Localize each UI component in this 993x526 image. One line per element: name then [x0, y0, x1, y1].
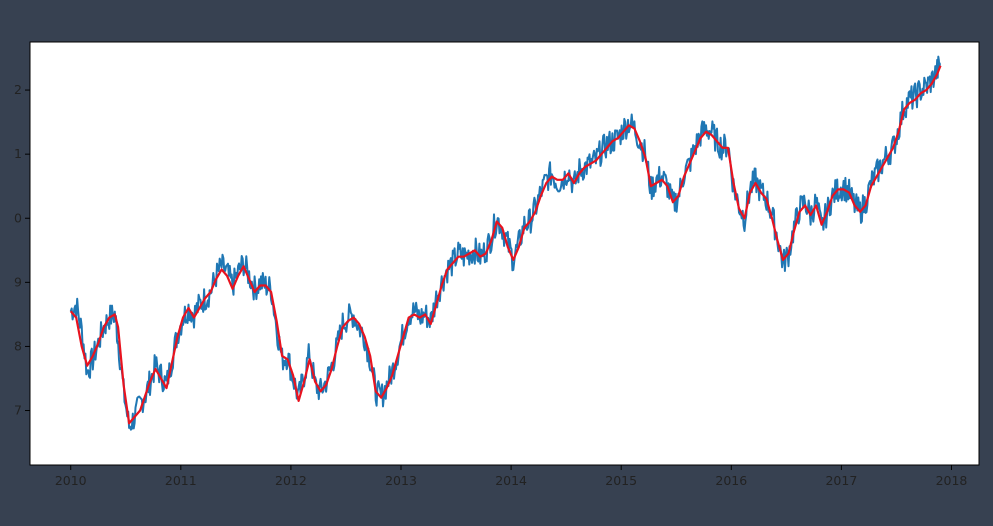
x-tick-label: 2016 — [715, 473, 747, 488]
x-tick-label: 2015 — [605, 473, 637, 488]
y-tick-label: 9 — [14, 274, 22, 289]
x-tick-label: 2017 — [825, 473, 857, 488]
y-tick-label: 1 — [14, 146, 22, 161]
y-tick-label: 0 — [14, 210, 22, 225]
x-tick-label: 2013 — [385, 473, 417, 488]
y-tick-label: 2 — [14, 82, 22, 97]
smoothed-series-line — [69, 65, 942, 425]
x-tick-label: 2011 — [165, 473, 197, 488]
x-tick-label: 2010 — [55, 473, 87, 488]
axes-layer: 2010 2011 2012 2013 2014 2015 2016 2017 2018 7 8 9 0… — [14, 41, 980, 488]
x-tick-label: 2018 — [936, 473, 968, 488]
y-tick-label: 8 — [14, 338, 22, 353]
plot-area — [30, 42, 979, 465]
series-layer — [69, 55, 942, 431]
x-tick-label: 2014 — [495, 473, 527, 488]
plot-frame — [29, 41, 980, 466]
y-tick-label: 7 — [14, 403, 22, 418]
x-tick-label: 2012 — [275, 473, 307, 488]
